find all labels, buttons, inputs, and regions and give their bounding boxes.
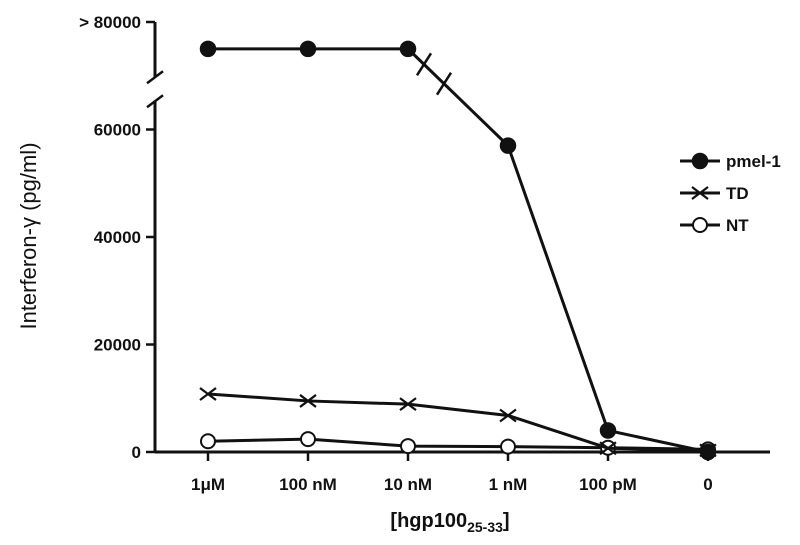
legend-item-td: TD bbox=[680, 184, 749, 203]
legend-item-td-marker bbox=[691, 186, 709, 200]
series-pmel-1 bbox=[199, 40, 717, 461]
series-pmel-1-point-2 bbox=[399, 40, 417, 58]
y-axis-title: Interferon-γ (pg/ml) bbox=[16, 142, 41, 329]
legend-item-pmel-1-marker bbox=[691, 152, 709, 170]
series-td-point-3-stroke-b bbox=[499, 408, 517, 423]
legend-item-nt: NT bbox=[680, 216, 749, 235]
x-axis-title-close: ] bbox=[503, 510, 510, 532]
x-axis-title: [hgp10025-33] bbox=[390, 510, 509, 535]
y-axis-break-mark-lower bbox=[146, 94, 164, 109]
series-pmel-1-point-0 bbox=[199, 40, 217, 58]
series-nt-point-2 bbox=[400, 438, 416, 455]
series-nt-point-3 bbox=[500, 438, 516, 455]
y-tick-label-80000: > 80000 bbox=[79, 13, 141, 32]
series-td-point-2-stroke-b bbox=[399, 397, 417, 412]
series-pmel-1-point-5 bbox=[699, 443, 717, 461]
series-td-point-4 bbox=[599, 441, 617, 456]
x-axis-title-main: [hgp100 bbox=[390, 510, 467, 532]
x-tick-label-5: 0 bbox=[703, 475, 712, 494]
series-pmel-1-line bbox=[208, 47, 709, 454]
y-tick-label-40000: 40000 bbox=[94, 228, 141, 247]
series-nt-point-0 bbox=[200, 433, 216, 450]
series-td-line bbox=[207, 392, 709, 452]
y-tick-label-0: 0 bbox=[132, 443, 141, 462]
x-tick-label-2: 10 nM bbox=[384, 475, 432, 494]
x-tick-label-0: 1μM bbox=[191, 475, 225, 494]
series-td-point-0-stroke-b bbox=[199, 387, 217, 401]
x-tick-label-1: 100 nM bbox=[279, 475, 337, 494]
series-pmel-1-point-4 bbox=[599, 422, 617, 439]
series-td-point-3 bbox=[499, 408, 517, 423]
x-axis-title-subscript: 25-33 bbox=[467, 519, 503, 535]
x-tick-label-4: 100 pM bbox=[579, 475, 637, 494]
series-td-point-4-stroke-b bbox=[599, 441, 617, 456]
series-layer bbox=[199, 40, 717, 461]
legend-item-td-label: TD bbox=[726, 184, 749, 203]
series-td-point-0 bbox=[199, 387, 217, 401]
series-pmel-1-point-3 bbox=[499, 137, 517, 154]
y-tick-label-60000: 60000 bbox=[94, 121, 141, 140]
series-nt-point-1 bbox=[300, 431, 316, 448]
legend-item-nt-marker bbox=[692, 217, 708, 233]
y-tick-label-20000: 20000 bbox=[94, 336, 141, 355]
series-pmel-1-break-mark-1 bbox=[415, 52, 433, 77]
y-axis-break-mark-upper bbox=[146, 70, 164, 85]
legend: pmel-1 TD NT bbox=[680, 152, 781, 235]
legend-item-td-marker-stroke-b bbox=[691, 186, 709, 200]
series-td-point-1-stroke-b bbox=[299, 394, 317, 408]
x-tick-label-3: 1 nM bbox=[489, 475, 528, 494]
series-pmel-1-break-mark-2 bbox=[435, 72, 453, 96]
legend-item-nt-label: NT bbox=[726, 216, 749, 235]
series-td-point-1 bbox=[299, 394, 317, 408]
axes: 0 20000 40000 60000 > 80000 1μM 100 nM 10 nM 1 n… bbox=[79, 13, 770, 494]
legend-item-pmel-1-label: pmel-1 bbox=[726, 152, 781, 171]
series-pmel-1-point-1 bbox=[299, 40, 317, 58]
series-td-point-2 bbox=[399, 397, 417, 412]
legend-item-pmel-1: pmel-1 bbox=[680, 152, 781, 171]
